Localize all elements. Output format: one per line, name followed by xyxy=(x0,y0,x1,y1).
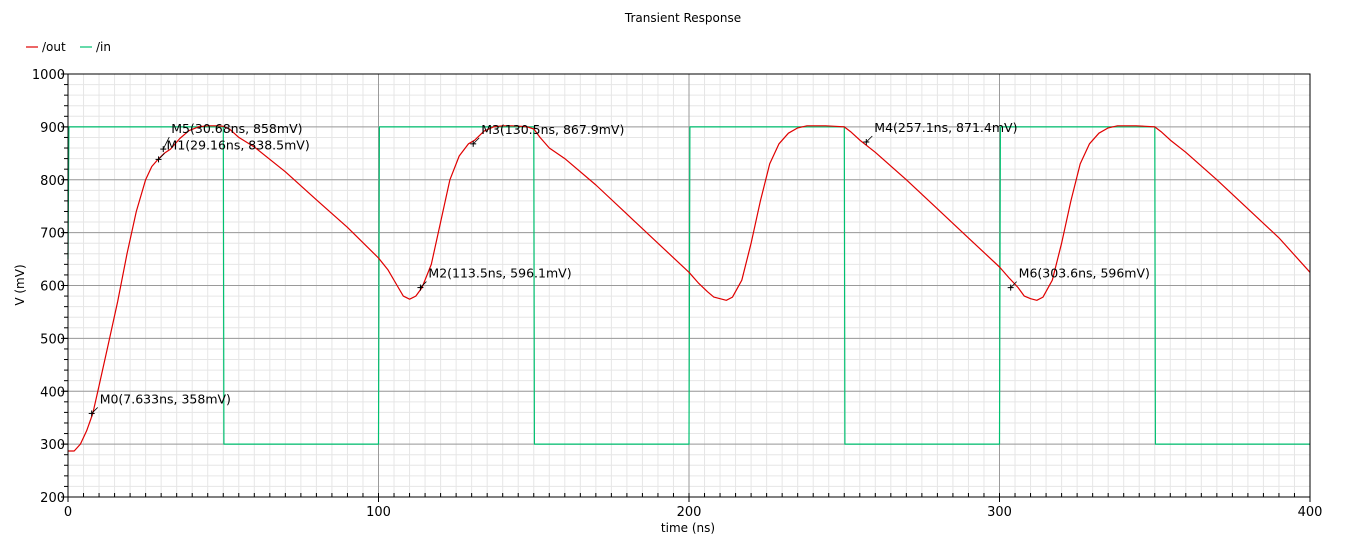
y-tick-label: 1000 xyxy=(32,68,65,83)
x-tick-label: 200 xyxy=(677,505,702,520)
marker-label: M6(303.6ns, 596mV) xyxy=(1019,266,1150,281)
legend-label-in: /in xyxy=(96,40,111,54)
chart-title: Transient Response xyxy=(624,11,741,25)
y-tick-label: 500 xyxy=(40,332,65,347)
marker-label: M3(130.5ns, 867.9mV) xyxy=(481,122,624,137)
series-line-out xyxy=(68,125,1311,452)
marker-leader xyxy=(158,153,165,160)
legend: /out /in xyxy=(26,40,111,54)
y-tick-label: 900 xyxy=(40,121,65,136)
x-tick-label: 300 xyxy=(987,505,1012,520)
x-tick-label: 0 xyxy=(64,505,72,520)
marker-leader xyxy=(472,137,480,145)
marker-label: M2(113.5ns, 596.1mV) xyxy=(428,266,571,281)
series-lines xyxy=(67,125,1311,452)
marker-m6: M6(303.6ns, 596mV) xyxy=(1007,266,1150,291)
y-tick-label: 200 xyxy=(40,491,65,506)
marker-label: M5(30.68ns, 858mV) xyxy=(171,121,302,136)
legend-label-out: /out xyxy=(42,40,66,54)
y-axis-label: V (mV) xyxy=(13,264,27,305)
y-tick-label: 800 xyxy=(40,174,65,189)
marker-leader xyxy=(1010,281,1017,288)
axis-ticks: 0 100 200 300 400 200 300 400 500 600 700 800 900 100… xyxy=(32,68,1323,520)
x-axis-label: time (ns) xyxy=(661,521,715,535)
marker-m3: M3(130.5ns, 867.9mV) xyxy=(470,122,624,147)
marker-m4: M4(257.1ns, 871.4mV) xyxy=(863,120,1017,145)
x-tick-label: 400 xyxy=(1298,505,1323,520)
marker-label: M0(7.633ns, 358mV) xyxy=(100,391,231,406)
marker-label: M4(257.1ns, 871.4mV) xyxy=(874,120,1017,135)
marker-leader xyxy=(420,281,427,288)
marker-m0: M0(7.633ns, 358mV) xyxy=(88,391,231,417)
marker-leader xyxy=(866,135,873,143)
y-tick-label: 600 xyxy=(40,280,65,295)
y-tick-label: 300 xyxy=(40,438,65,453)
markers: M0(7.633ns, 358mV) M1(29.16ns, 838.5mV)M5… xyxy=(88,120,1150,417)
x-tick-label: 100 xyxy=(366,505,391,520)
marker-m5: M5(30.68ns, 858mV) xyxy=(160,121,303,153)
marker-leader xyxy=(91,407,98,414)
marker-m1: M1(29.16ns, 838.5mV) xyxy=(155,137,310,163)
y-tick-label: 400 xyxy=(40,385,65,400)
y-tick-label: 700 xyxy=(40,227,65,242)
marker-label: M1(29.16ns, 838.5mV) xyxy=(167,137,310,152)
marker-m2: M2(113.5ns, 596.1mV) xyxy=(417,266,572,291)
marker-leader xyxy=(162,136,170,150)
